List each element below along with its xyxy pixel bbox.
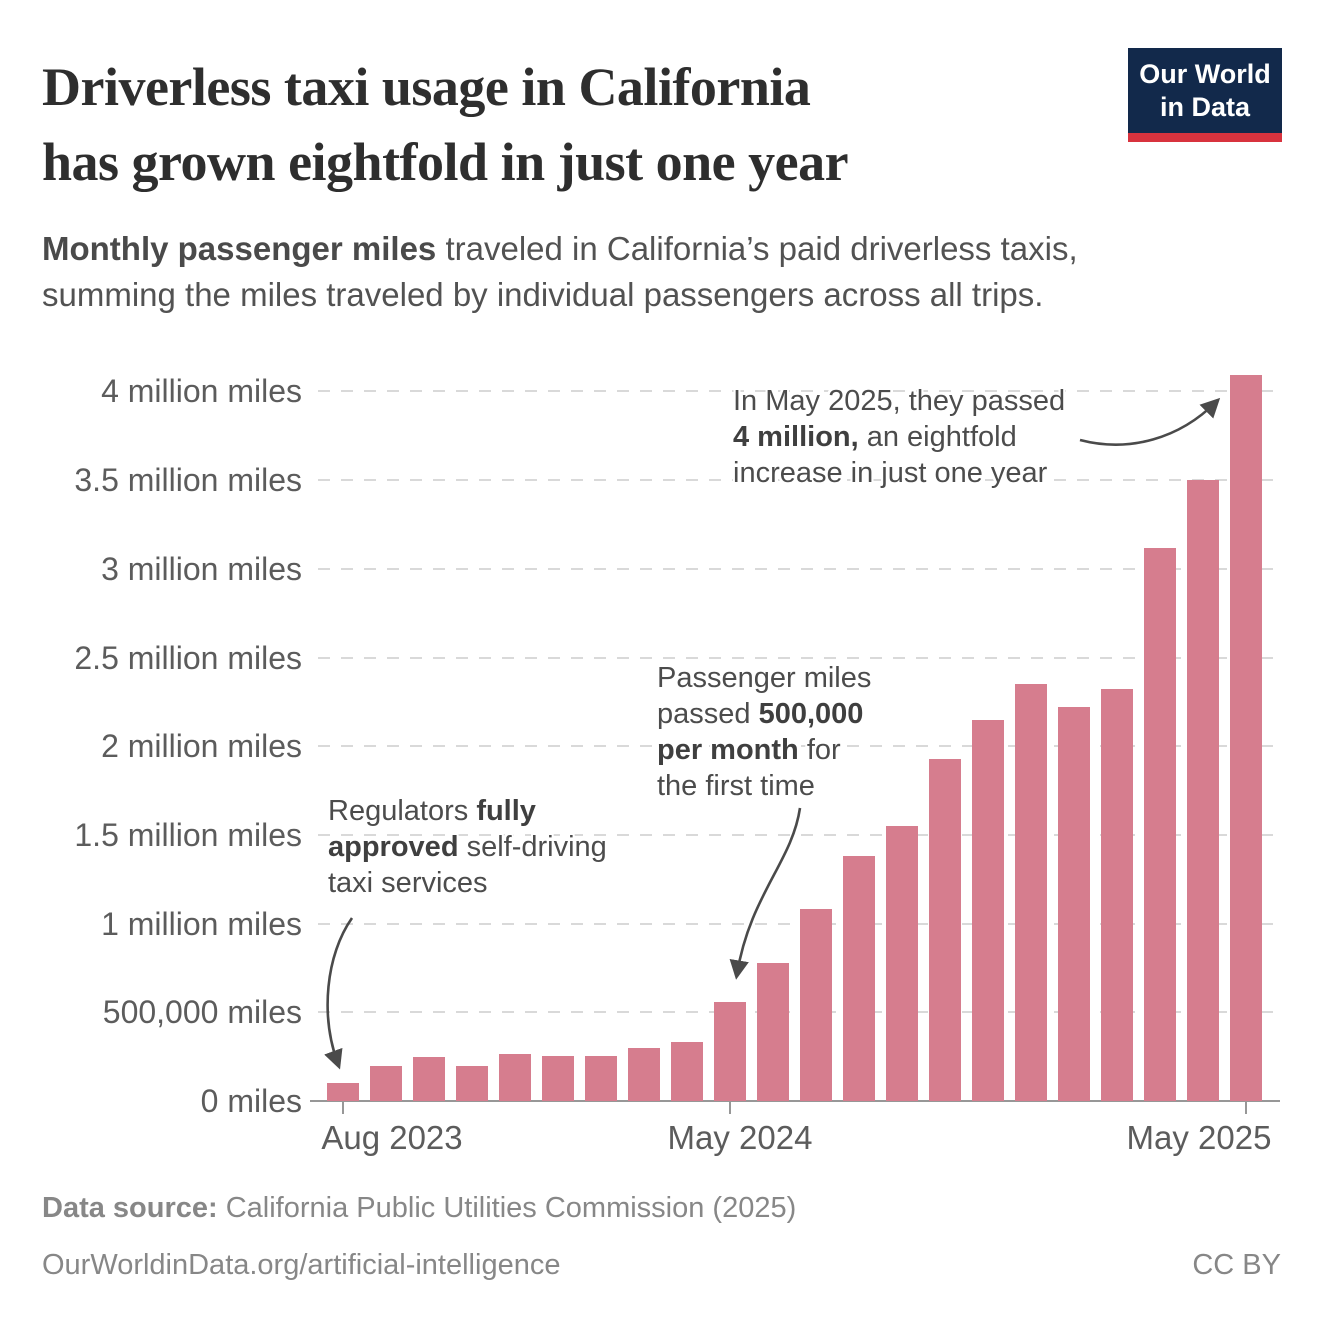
bar-jan-2025[interactable] bbox=[1058, 707, 1090, 1101]
annotation-text: In May 2025, they passed bbox=[733, 385, 1066, 417]
subtitle-line2: summing the miles traveled by individual… bbox=[42, 276, 1044, 313]
y-axis-label-1000000: 1 million miles bbox=[101, 905, 302, 942]
data-source-text: California Public Utilities Commission (… bbox=[217, 1192, 797, 1224]
x-axis-label-may-2025: May 2025 bbox=[1126, 1119, 1272, 1156]
data-source-label: Data source: bbox=[42, 1192, 218, 1224]
bar-oct-2024[interactable] bbox=[929, 758, 961, 1101]
annotation-bold-text: fully bbox=[476, 795, 536, 827]
annotation-line: passed 500,000 bbox=[657, 696, 871, 732]
subtitle-bold-text: Monthly passenger miles bbox=[42, 230, 437, 267]
bar-jan-2024[interactable] bbox=[542, 1055, 574, 1101]
bar-jun-2024[interactable] bbox=[757, 962, 789, 1101]
gridline-2000000 bbox=[318, 745, 1280, 748]
annotation-line: the first time bbox=[657, 768, 871, 804]
x-tick-may-2024 bbox=[729, 1101, 731, 1114]
x-axis-line bbox=[310, 1100, 1280, 1102]
gridline-4000000 bbox=[318, 390, 1280, 393]
bar-may-2024[interactable] bbox=[714, 1001, 746, 1101]
gridline-1000000 bbox=[318, 922, 1280, 925]
bar-sep-2024[interactable] bbox=[886, 826, 918, 1101]
y-axis-label-500000: 500,000 miles bbox=[102, 994, 302, 1031]
data-source: Data source: California Public Utilities… bbox=[42, 1192, 796, 1225]
annotation-text: Regulators bbox=[328, 795, 477, 827]
annotation-line: approved self-driving bbox=[328, 829, 607, 865]
annotation-text: for bbox=[798, 734, 841, 766]
logo-line-2: in Data bbox=[1159, 91, 1251, 122]
logo-line-1: Our World bbox=[1139, 58, 1271, 89]
y-axis-label-4000000: 4 million miles bbox=[101, 373, 302, 410]
annotation-bold-text: per month bbox=[657, 734, 799, 766]
bar-nov-2024[interactable] bbox=[972, 719, 1004, 1101]
annotation-passed-500k: Passenger miles passed 500,000 per month f… bbox=[657, 660, 871, 804]
arrow-regulators-approved bbox=[324, 917, 354, 1070]
y-axis-label-1500000: 1.5 million miles bbox=[74, 816, 302, 853]
bar-aug-2024[interactable] bbox=[843, 856, 875, 1101]
annotation-line: taxi services bbox=[328, 865, 607, 901]
y-axis-label-2000000: 2 million miles bbox=[101, 728, 302, 765]
x-axis-label-may-2024: May 2024 bbox=[667, 1119, 813, 1156]
y-axis-label-3500000: 3.5 million miles bbox=[74, 462, 302, 499]
arrow-passed-500k bbox=[729, 807, 802, 980]
cc-by-license-link[interactable]: CC BY bbox=[1192, 1249, 1281, 1281]
annotation-line: In May 2025, they passed bbox=[733, 383, 1065, 419]
annotation-text: self-driving bbox=[458, 831, 607, 863]
annotation-bold-text: approved bbox=[328, 831, 459, 863]
x-axis-label-aug-2023: Aug 2023 bbox=[321, 1119, 463, 1156]
annotation-text: taxi services bbox=[328, 867, 488, 899]
annotation-text: the first time bbox=[657, 770, 815, 802]
annotation-regulators-approved: Regulators fully approved self-driving tax… bbox=[328, 793, 607, 901]
page-title: Driverless taxi usage in California has g… bbox=[42, 50, 849, 200]
bar-apr-2024[interactable] bbox=[671, 1042, 703, 1101]
bar-may-2025[interactable] bbox=[1230, 375, 1262, 1101]
annotation-text: increase in just one year bbox=[733, 457, 1048, 489]
bar-apr-2025[interactable] bbox=[1187, 480, 1219, 1101]
gridline-500000 bbox=[318, 1011, 1280, 1014]
y-axis-label-0: 0 miles bbox=[200, 1083, 302, 1119]
gridline-3000000 bbox=[318, 567, 1280, 570]
bar-oct-2023[interactable] bbox=[413, 1056, 445, 1101]
bar-jul-2024[interactable] bbox=[800, 909, 832, 1101]
annotation-line: Regulators fully bbox=[328, 793, 607, 829]
bar-mar-2025[interactable] bbox=[1144, 547, 1176, 1101]
annotation-text: passed bbox=[657, 698, 759, 730]
bar-dec-2023[interactable] bbox=[499, 1053, 531, 1101]
bar-feb-2024[interactable] bbox=[585, 1055, 617, 1101]
bar-feb-2025[interactable] bbox=[1101, 689, 1133, 1101]
annotation-line: 4 million, an eightfold bbox=[733, 419, 1065, 455]
bar-sep-2023[interactable] bbox=[370, 1066, 402, 1101]
bar-aug-2023[interactable] bbox=[327, 1083, 359, 1101]
title-line-2: has grown eightfold in just one year bbox=[42, 132, 849, 192]
annotation-line: Passenger miles bbox=[657, 660, 871, 696]
bar-dec-2024[interactable] bbox=[1015, 684, 1047, 1101]
annotation-text: an eightfold bbox=[858, 421, 1017, 453]
owid-url-link[interactable]: OurWorldinData.org/artificial-intelligen… bbox=[42, 1249, 561, 1281]
subtitle-rest-line1: traveled in California’s paid driverless… bbox=[436, 230, 1078, 267]
annotation-line: increase in just one year bbox=[733, 455, 1065, 491]
gridline-2500000 bbox=[318, 656, 1280, 659]
title-line-1: Driverless taxi usage in California bbox=[42, 57, 811, 117]
annotation-line: per month for bbox=[657, 732, 871, 768]
bar-nov-2023[interactable] bbox=[456, 1066, 488, 1101]
bar-mar-2024[interactable] bbox=[628, 1047, 660, 1101]
chart-subtitle: Monthly passenger miles traveled in Cali… bbox=[42, 226, 1078, 318]
x-tick-aug-2023 bbox=[342, 1101, 344, 1114]
y-axis-label-2500000: 2.5 million miles bbox=[74, 639, 302, 676]
annotation-bold-text: 500,000 bbox=[758, 698, 864, 730]
x-tick-may-2025 bbox=[1245, 1101, 1247, 1114]
arrow-passed-4m bbox=[1079, 397, 1221, 446]
annotation-bold-text: 4 million, bbox=[733, 421, 859, 453]
gridline-3500000 bbox=[318, 479, 1280, 482]
annotation-text: Passenger miles bbox=[657, 662, 872, 694]
annotation-passed-4m: In May 2025, they passed 4 million, an ei… bbox=[733, 383, 1065, 491]
y-axis-label-3000000: 3 million miles bbox=[101, 550, 302, 587]
owid-logo[interactable]: Our World in Data bbox=[1128, 48, 1282, 142]
